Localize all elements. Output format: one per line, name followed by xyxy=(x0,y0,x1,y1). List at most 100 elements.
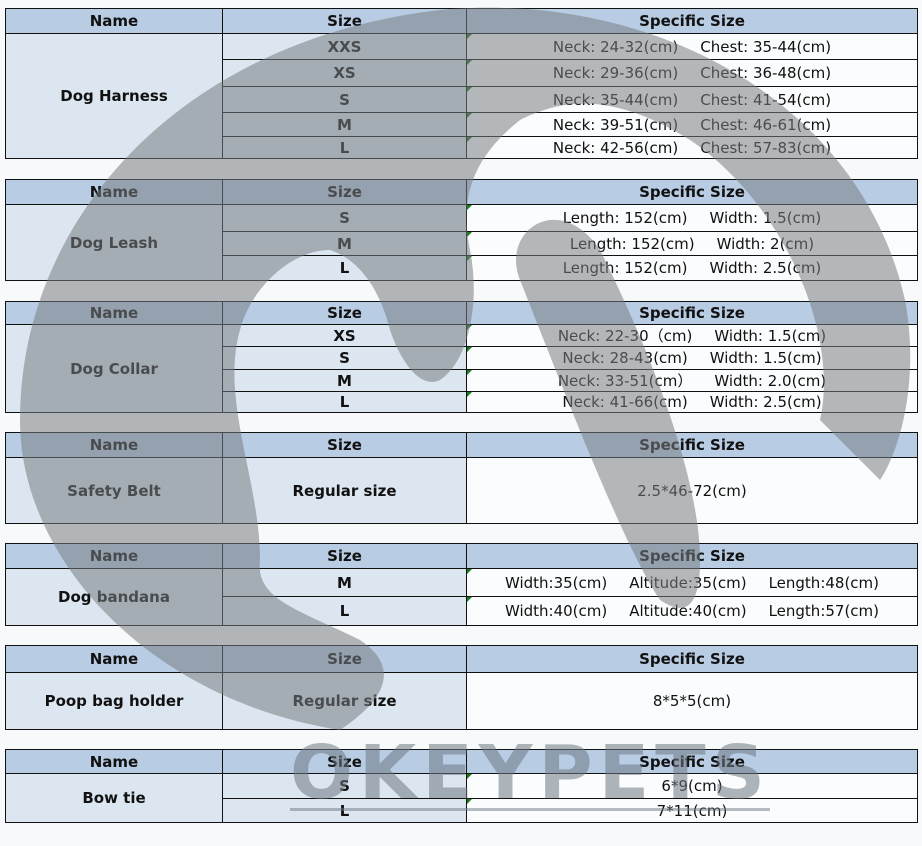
specific-size: Length: 152(cm) Width: 2(cm) xyxy=(466,231,918,256)
header-specific-size: Specific Size xyxy=(466,8,918,34)
specific-size: Length: 152(cm) Width: 2.5(cm) xyxy=(466,255,918,281)
header-row: Name Size Specific Size xyxy=(5,8,918,34)
specific-size: 6*9(cm) xyxy=(466,773,918,799)
specific-size: Neck: 24-32(cm) Chest: 35-44(cm) xyxy=(466,33,918,60)
header-name: Name xyxy=(5,645,223,673)
measurement: Width: 1.5(cm) xyxy=(709,209,822,227)
specific-size: Length: 152(cm) Width: 1.5(cm) xyxy=(466,204,918,232)
header-specific-size: Specific Size xyxy=(466,432,918,458)
table-row: Dog Collar XS Neck: 22-30（cm) Width: 1.5(cm… xyxy=(5,324,918,413)
specific-size: Width:35(cm) Altitude:35(cm) Length:48(cm) xyxy=(466,568,918,597)
specific-size: Neck: 39-51(cm) Chest: 46-61(cm) xyxy=(466,112,918,137)
specific-size: Neck: 28-43(cm) Width: 1.5(cm) xyxy=(466,346,918,370)
measurement: Neck: 28-43(cm) xyxy=(562,349,688,367)
product-name: Dog Leash xyxy=(5,204,223,281)
header-specific-size: Specific Size xyxy=(466,543,918,569)
size-table: Name Size Specific Size Dog bandana M Width:3… xyxy=(5,543,918,626)
measurement: Neck: 39-51(cm) xyxy=(552,115,679,134)
measurement: Width:40(cm) xyxy=(504,602,608,620)
measurement: Length: 152(cm) xyxy=(562,209,688,227)
measurement: Neck: 33-51(cm） xyxy=(557,372,693,390)
measurement: Neck: 42-56(cm) xyxy=(552,138,679,157)
measurement: Chest: 35-44(cm) xyxy=(700,37,832,56)
table-row: Safety Belt Regular size 2.5*46-72(cm) xyxy=(5,457,918,524)
table-row: Dog Harness XXS Neck: 24-32(cm) Chest: 35-4… xyxy=(5,33,918,159)
measurement: Altitude:35(cm) xyxy=(629,573,747,592)
product-name: Dog Harness xyxy=(5,33,223,159)
header-name: Name xyxy=(5,543,223,569)
table-row: Dog Leash S Length: 152(cm) Width: 1.5(cm) xyxy=(5,204,918,281)
measurement: 7*11(cm) xyxy=(656,801,728,820)
size-label: L xyxy=(222,255,467,281)
measurement: Width: 2.0(cm) xyxy=(714,372,827,390)
header-specific-size: Specific Size xyxy=(466,301,918,325)
product-name: Bow tie xyxy=(5,773,223,823)
measurement: Chest: 57-83(cm) xyxy=(700,138,832,157)
size-table: Name Size Specific Size Poop bag holder Regu… xyxy=(5,645,918,730)
measurement: Neck: 22-30（cm) xyxy=(557,327,693,345)
specific-size: Neck: 33-51(cm） Width: 2.0(cm) xyxy=(466,369,918,392)
size-label: L xyxy=(222,798,467,823)
measurement: Altitude:40(cm) xyxy=(629,602,747,620)
specific-size: 8*5*5(cm) xyxy=(466,672,918,730)
header-row: Name Size Specific Size xyxy=(5,543,918,569)
size-label: L xyxy=(222,596,467,626)
specific-size: Neck: 35-44(cm) Chest: 41-54(cm) xyxy=(466,86,918,113)
header-size: Size xyxy=(222,432,467,458)
measurement: Neck: 29-36(cm) xyxy=(552,64,679,82)
measurement: 8*5*5(cm) xyxy=(652,692,732,710)
specific-size: Width:40(cm) Altitude:40(cm) Length:57(cm) xyxy=(466,596,918,626)
product-name: Dog Collar xyxy=(5,324,223,413)
size-label: S xyxy=(222,346,467,370)
header-size: Size xyxy=(222,301,467,325)
product-name: Dog bandana xyxy=(5,568,223,626)
product-name: Safety Belt xyxy=(5,457,223,524)
measurement: Width: 1.5(cm) xyxy=(709,349,822,367)
measurement: Length:57(cm) xyxy=(768,602,880,620)
size-label: Regular size xyxy=(222,457,467,524)
measurement: Chest: 41-54(cm) xyxy=(700,90,832,109)
measurement: Neck: 41-66(cm) xyxy=(562,393,688,411)
size-table: Name Size Specific Size Bow tie S 6*9(cm) L 7*1… xyxy=(5,749,918,823)
specific-size: Neck: 42-56(cm) Chest: 57-83(cm) xyxy=(466,136,918,159)
specific-size: Neck: 41-66(cm) Width: 2.5(cm) xyxy=(466,391,918,413)
table-row: Dog bandana M Width:35(cm) Altitude:35(cm) L… xyxy=(5,568,918,626)
size-label: XS xyxy=(222,324,467,347)
size-label: S xyxy=(222,204,467,232)
measurement: Length: 152(cm) xyxy=(569,234,695,253)
header-row: Name Size Specific Size xyxy=(5,645,918,673)
measurement: Width: 2.5(cm) xyxy=(709,393,822,411)
header-name: Name xyxy=(5,179,223,205)
header-name: Name xyxy=(5,301,223,325)
table-row: Bow tie S 6*9(cm) xyxy=(5,773,918,823)
header-specific-size: Specific Size xyxy=(466,179,918,205)
size-table: Name Size Specific Size Safety Belt Regular … xyxy=(5,432,918,524)
size-table: Name Size Specific Size Dog Collar XS Neck: 2… xyxy=(5,301,918,413)
measurement: Width:35(cm) xyxy=(504,573,608,592)
measurement: Chest: 36-48(cm) xyxy=(700,64,832,82)
header-name: Name xyxy=(5,8,223,34)
specific-size: 7*11(cm) xyxy=(466,798,918,823)
size-label: Regular size xyxy=(222,672,467,730)
header-specific-size: Specific Size xyxy=(466,645,918,673)
header-size: Size xyxy=(222,645,467,673)
size-label: M xyxy=(222,112,467,137)
specific-size: Neck: 22-30（cm) Width: 1.5(cm) xyxy=(466,324,918,347)
product-name: Poop bag holder xyxy=(5,672,223,730)
measurement: 6*9(cm) xyxy=(661,777,723,795)
measurement: Neck: 24-32(cm) xyxy=(552,37,679,56)
size-table: Name Size Specific Size Dog Harness XXS Neck:… xyxy=(5,8,918,159)
size-label: XS xyxy=(222,59,467,87)
size-label: S xyxy=(222,773,467,799)
size-label: M xyxy=(222,369,467,392)
specific-size: Neck: 29-36(cm) Chest: 36-48(cm) xyxy=(466,59,918,87)
header-row: Name Size Specific Size xyxy=(5,749,918,774)
measurement: Length:48(cm) xyxy=(768,573,880,592)
table-row: Poop bag holder Regular size 8*5*5(cm) xyxy=(5,672,918,730)
size-label: L xyxy=(222,391,467,413)
header-row: Name Size Specific Size xyxy=(5,432,918,458)
measurement: Width: 2.5(cm) xyxy=(709,259,822,277)
size-label: M xyxy=(222,568,467,597)
size-label: XXS xyxy=(222,33,467,60)
header-row: Name Size Specific Size xyxy=(5,301,918,325)
